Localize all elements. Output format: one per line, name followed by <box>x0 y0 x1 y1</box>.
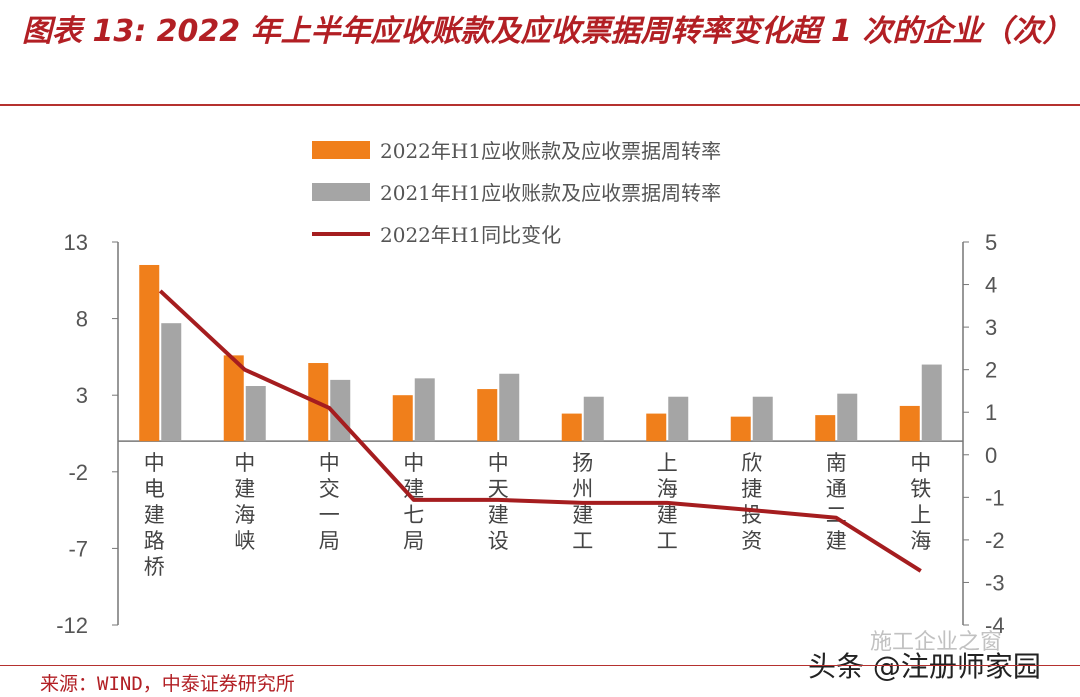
bar-2021h1 <box>583 396 604 442</box>
category-label: 中天建设 <box>488 451 509 553</box>
bar-2021h1 <box>837 393 858 442</box>
bar-2021h1 <box>668 396 689 442</box>
left-tick-label: 8 <box>76 307 88 332</box>
category-label: 中电建路桥 <box>144 451 165 579</box>
bar-2022h1 <box>477 389 498 442</box>
right-tick-label: -2 <box>985 528 1005 553</box>
right-tick-label: 1 <box>985 400 997 425</box>
right-tick-label: 3 <box>985 315 997 340</box>
left-tick-label: 13 <box>64 230 88 255</box>
bar-2021h1 <box>245 386 266 442</box>
bar-2022h1 <box>646 413 667 442</box>
bar-2021h1 <box>921 364 942 442</box>
category-label: 欣捷投资 <box>741 451 762 553</box>
right-tick-label: -3 <box>985 570 1005 595</box>
category-label: 上海建工 <box>657 451 678 553</box>
bar-2021h1 <box>161 323 182 442</box>
bar-2021h1 <box>499 373 520 442</box>
footer-divider <box>0 665 1080 666</box>
category-label: 中铁上海 <box>910 451 931 553</box>
bar-2022h1 <box>899 405 920 442</box>
legend-swatch-2022h1 <box>312 141 370 159</box>
right-tick-label: -4 <box>985 613 1005 638</box>
yoy-change-line <box>158 289 922 573</box>
bar-2022h1 <box>223 355 244 442</box>
source-note: 来源：WIND，中泰证券研究所 <box>40 673 295 695</box>
watermark-text: 头条 @注册师家园 <box>808 650 1041 683</box>
right-tick-label: 4 <box>985 273 997 298</box>
bar-2022h1 <box>815 415 836 442</box>
chart-title: 图表 13: 2022 年上半年应收账款及应收票据周转率变化超 1 次的企业（次… <box>22 14 1073 49</box>
right-tick-label: 2 <box>985 358 997 383</box>
bar-2022h1 <box>139 264 160 442</box>
category-label: 中交一局 <box>319 451 340 553</box>
category-label: 南通二建 <box>826 451 847 553</box>
bar-2022h1 <box>730 416 751 442</box>
category-label: 扬州建工 <box>572 451 593 553</box>
legend-label-2022h1: 2022年H1应收账款及应收票据周转率 <box>380 139 721 163</box>
right-tick-label: 5 <box>985 230 997 255</box>
legend-label-2021h1: 2021年H1应收账款及应收票据周转率 <box>380 181 721 205</box>
legend-label-yoy: 2022年H1同比变化 <box>380 223 561 247</box>
category-label: 中建七局 <box>403 451 424 553</box>
bar-2022h1 <box>561 413 582 442</box>
left-tick-label: 3 <box>76 383 88 408</box>
right-tick-label: 0 <box>985 443 997 468</box>
bar-2021h1 <box>752 396 773 442</box>
bar-2021h1 <box>414 378 435 442</box>
right-tick-label: -1 <box>985 485 1005 510</box>
legend-swatch-2021h1 <box>312 183 370 201</box>
bar-2022h1 <box>392 395 413 442</box>
watermark-text: 施工企业之窗 <box>870 630 1003 655</box>
left-tick-label: -12 <box>56 613 88 638</box>
title-divider <box>0 104 1080 106</box>
left-tick-label: -2 <box>68 460 88 485</box>
left-tick-label: -7 <box>68 536 88 561</box>
category-label: 中建海峡 <box>234 451 255 553</box>
